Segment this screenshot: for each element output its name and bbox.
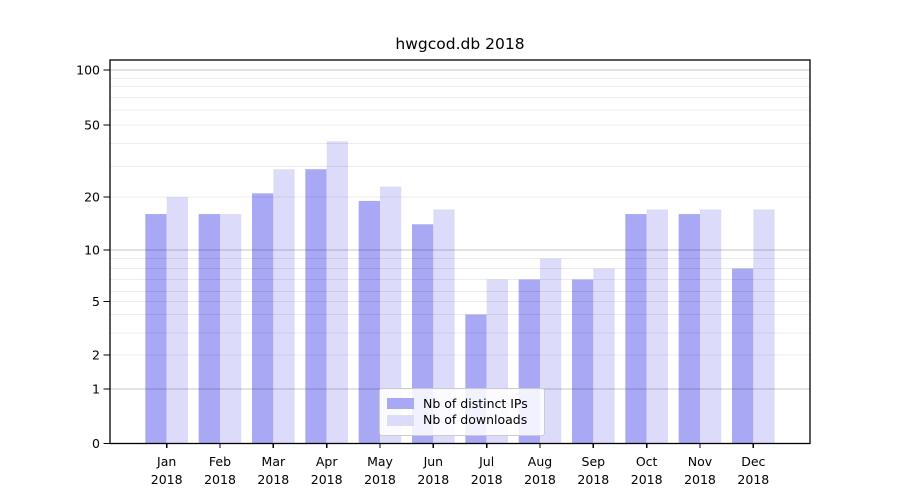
- bar-nb-of-downloads-mar-2018: [273, 169, 295, 444]
- bar-nb-of-distinct-ips-sep-2018: [572, 279, 594, 444]
- y-tick-label-50: 50: [84, 118, 100, 133]
- x-tick-label-nov-2018: Nov: [688, 454, 713, 469]
- x-tick-label-year-jan-2018: 2018: [151, 472, 183, 487]
- bar-nb-of-downloads-jun-2018: [433, 209, 455, 444]
- bar-nb-of-distinct-ips-nov-2018: [678, 214, 700, 444]
- y-tick-label-20: 20: [84, 190, 100, 205]
- legend-swatch-downloads: [387, 414, 414, 426]
- y-tick-label-100: 100: [76, 63, 100, 78]
- bar-nb-of-downloads-may-2018: [380, 186, 402, 444]
- x-tick-label-year-may-2018: 2018: [364, 472, 396, 487]
- legend-item-distinct-ips: Nb of distinct IPs: [387, 395, 544, 411]
- bar-nb-of-downloads-apr-2018: [326, 141, 348, 444]
- y-tick-label-1: 1: [92, 382, 100, 397]
- bar-nb-of-downloads-aug-2018: [540, 258, 562, 444]
- bar-nb-of-downloads-feb-2018: [220, 214, 242, 444]
- x-tick-label-year-sep-2018: 2018: [577, 472, 609, 487]
- x-tick-label-dec-2018: Dec: [741, 454, 765, 469]
- legend: Nb of distinct IPs Nb of downloads: [379, 388, 545, 436]
- x-tick-label-year-nov-2018: 2018: [684, 472, 716, 487]
- legend-swatch-distinct-ips: [387, 398, 414, 410]
- bar-nb-of-downloads-dec-2018: [753, 209, 775, 444]
- bar-nb-of-downloads-sep-2018: [593, 268, 615, 444]
- bar-nb-of-distinct-ips-oct-2018: [625, 214, 647, 444]
- bar-nb-of-downloads-jan-2018: [166, 197, 188, 444]
- x-tick-label-year-dec-2018: 2018: [737, 472, 769, 487]
- x-tick-label-mar-2018: Mar: [262, 454, 286, 469]
- x-tick-label-year-jul-2018: 2018: [471, 472, 503, 487]
- chart-title: hwgcod.db 2018: [395, 35, 525, 53]
- legend-label-downloads: Nb of downloads: [423, 412, 528, 427]
- y-tick-label-2: 2: [92, 348, 100, 363]
- x-tick-label-year-feb-2018: 2018: [204, 472, 236, 487]
- x-tick-label-jun-2018: Jun: [423, 454, 444, 469]
- bar-nb-of-downloads-oct-2018: [646, 209, 668, 444]
- x-tick-label-sep-2018: Sep: [582, 454, 606, 469]
- x-tick-label-aug-2018: Aug: [528, 454, 552, 469]
- legend-item-downloads: Nb of downloads: [387, 412, 544, 427]
- x-tick-label-year-aug-2018: 2018: [524, 472, 556, 487]
- bar-nb-of-distinct-ips-apr-2018: [305, 169, 327, 444]
- x-tick-label-year-mar-2018: 2018: [257, 472, 289, 487]
- y-tick-label-5: 5: [92, 294, 100, 309]
- bar-nb-of-downloads-nov-2018: [700, 209, 722, 444]
- bar-nb-of-distinct-ips-jan-2018: [145, 214, 167, 444]
- x-tick-label-year-oct-2018: 2018: [631, 472, 663, 487]
- bar-nb-of-distinct-ips-mar-2018: [252, 193, 274, 444]
- x-tick-label-year-jun-2018: 2018: [417, 472, 449, 487]
- x-tick-label-jul-2018: Jul: [478, 454, 494, 469]
- x-tick-label-jan-2018: Jan: [156, 454, 176, 469]
- y-tick-label-0: 0: [92, 436, 100, 451]
- x-tick-label-year-apr-2018: 2018: [311, 472, 343, 487]
- bar-nb-of-distinct-ips-feb-2018: [198, 214, 220, 444]
- x-tick-label-oct-2018: Oct: [636, 454, 658, 469]
- legend-label-distinct-ips: Nb of distinct IPs: [423, 395, 528, 411]
- bar-nb-of-distinct-ips-may-2018: [358, 200, 380, 444]
- x-tick-label-apr-2018: Apr: [316, 454, 338, 469]
- plot-border: [109, 59, 811, 445]
- bar-nb-of-distinct-ips-dec-2018: [732, 268, 754, 444]
- x-tick-label-may-2018: May: [367, 454, 393, 469]
- y-tick-label-10: 10: [84, 243, 100, 258]
- x-tick-label-feb-2018: Feb: [209, 454, 231, 469]
